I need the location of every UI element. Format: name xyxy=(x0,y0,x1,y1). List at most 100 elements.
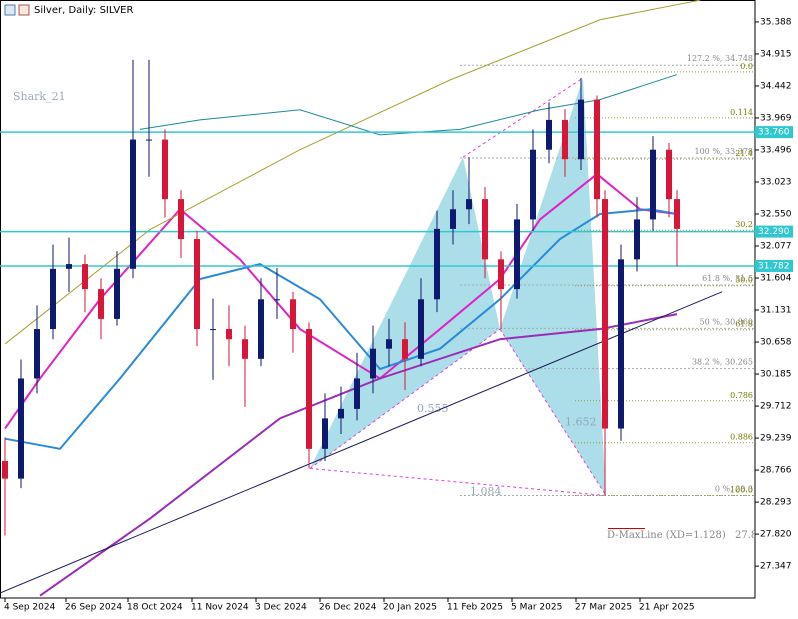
candle-body xyxy=(242,339,248,359)
fib-label: 50 %, 30.860 xyxy=(700,317,753,326)
indicator-label: Shark_21 xyxy=(13,90,66,103)
candle-body xyxy=(466,199,472,210)
ratio-label: 30.2 xyxy=(735,220,753,229)
candle-body xyxy=(274,299,280,301)
candle-body xyxy=(418,299,424,359)
y-tick-label: 34.442 xyxy=(760,81,792,91)
y-tick-label: 27.347 xyxy=(760,562,792,572)
y-tick-label: 34.915 xyxy=(760,49,792,59)
candle-body xyxy=(450,209,456,229)
candle-body xyxy=(178,199,184,240)
candle-body xyxy=(162,139,168,200)
candle-body xyxy=(66,264,72,269)
y-tick-label: 30.185 xyxy=(760,370,792,380)
price-level-box xyxy=(755,259,793,272)
candle-body xyxy=(618,259,624,429)
x-tick-label: 11 Feb 2025 xyxy=(447,603,503,613)
candle-body xyxy=(226,329,232,340)
candle-body xyxy=(674,199,680,229)
chart-title: Silver, Daily: SILVER xyxy=(34,5,133,16)
candle-body xyxy=(402,339,408,359)
axes: 35.388 34.915 34.442 33.969 33.496 33.023 32.5… xyxy=(4,17,793,613)
ratio-label: 0.886 xyxy=(730,433,753,442)
x-tick-label: 3 Dec 2024 xyxy=(255,603,307,613)
trendline xyxy=(0,291,723,594)
candle-body xyxy=(258,299,264,359)
plot-frame xyxy=(0,0,756,599)
price-level-box xyxy=(755,126,793,139)
candle-body xyxy=(386,339,392,349)
candle-body xyxy=(146,139,152,141)
x-tick-label: 18 Oct 2024 xyxy=(127,603,183,613)
candle-body xyxy=(50,268,56,330)
candle-body xyxy=(650,149,656,220)
candle-body xyxy=(578,99,584,160)
candle-body xyxy=(666,149,672,200)
ratio-label: 61.8 xyxy=(735,320,753,329)
candle-body xyxy=(514,219,520,290)
candle-body xyxy=(306,329,312,449)
price-level-label: 31.782 xyxy=(758,261,790,271)
fib-label: 61.8 %, 31.5 xyxy=(702,274,753,283)
ratio-label: 0.786 xyxy=(730,391,753,400)
y-tick-label: 32.550 xyxy=(760,209,792,219)
ratio-label: 100.0 xyxy=(730,486,753,495)
candle-body xyxy=(290,299,296,330)
price-level-label: 33.760 xyxy=(758,128,790,138)
candle-body xyxy=(82,264,88,290)
candle-body xyxy=(594,99,600,200)
y-tick-label: 33.969 xyxy=(760,113,792,123)
x-tick-label: 27 Mar 2025 xyxy=(575,603,632,613)
y-tick-label: 33.023 xyxy=(760,177,792,187)
candle-body xyxy=(602,199,608,429)
candle-body xyxy=(18,378,24,479)
pattern-ratio: 1.652 xyxy=(565,415,597,428)
candle-body xyxy=(130,139,136,269)
fib-label: 100 %, 33.378 xyxy=(695,147,754,156)
candle-body xyxy=(370,348,376,379)
candle-body xyxy=(546,119,552,150)
candle-body xyxy=(562,119,568,160)
pattern-leg xyxy=(500,77,606,496)
fib-label: 0 %, 28.3 xyxy=(715,485,753,494)
candle-body xyxy=(354,378,360,409)
fib-label: 127.2 %, 34.748 xyxy=(687,54,753,63)
indicator-line xyxy=(4,208,678,450)
candle-body xyxy=(482,199,488,260)
maxline-price: 27.8 xyxy=(735,530,757,541)
pattern-dash xyxy=(309,467,607,497)
y-tick-label: 35.388 xyxy=(760,17,792,27)
y-tick-label: 27.820 xyxy=(760,530,792,540)
candle-body xyxy=(434,228,440,300)
icon xyxy=(4,4,16,16)
indicator-line xyxy=(4,0,701,345)
indicator-line xyxy=(39,313,678,597)
plot-area: 0.555 1.652 1.084 127.2 %, 34.748 100 %, 33.… xyxy=(0,0,757,597)
y-tick-label: 29.712 xyxy=(760,402,792,412)
price-level-label: 32.290 xyxy=(758,227,790,237)
x-tick-label: 20 Jan 2025 xyxy=(383,603,437,613)
candle-body xyxy=(634,219,640,260)
y-tick-label: 31.604 xyxy=(760,274,792,284)
candle-body xyxy=(98,289,104,319)
x-tick-label: 4 Sep 2024 xyxy=(4,603,56,613)
pattern-dash xyxy=(499,328,607,496)
x-tick-label: 26 Sep 2024 xyxy=(65,603,122,613)
y-tick-label: 33.496 xyxy=(760,145,792,155)
pattern-ratio: 1.084 xyxy=(470,485,502,498)
candle-body xyxy=(194,239,200,330)
y-tick-label: 31.131 xyxy=(760,306,792,316)
ratio-label: 21.4 xyxy=(735,149,753,158)
x-tick-label: 26 Dec 2024 xyxy=(319,603,377,613)
candle-body xyxy=(498,259,504,290)
price-level-box xyxy=(755,225,793,238)
pattern-ratio: 0.555 xyxy=(417,402,449,415)
candle-body xyxy=(2,461,8,479)
ratio-label: 50.0 xyxy=(735,276,753,285)
ratio-label: 0.0 xyxy=(740,62,753,71)
icon xyxy=(18,4,30,16)
candle-body xyxy=(338,408,344,419)
x-tick-label: 5 Mar 2025 xyxy=(511,603,562,613)
candle-body xyxy=(114,268,120,319)
